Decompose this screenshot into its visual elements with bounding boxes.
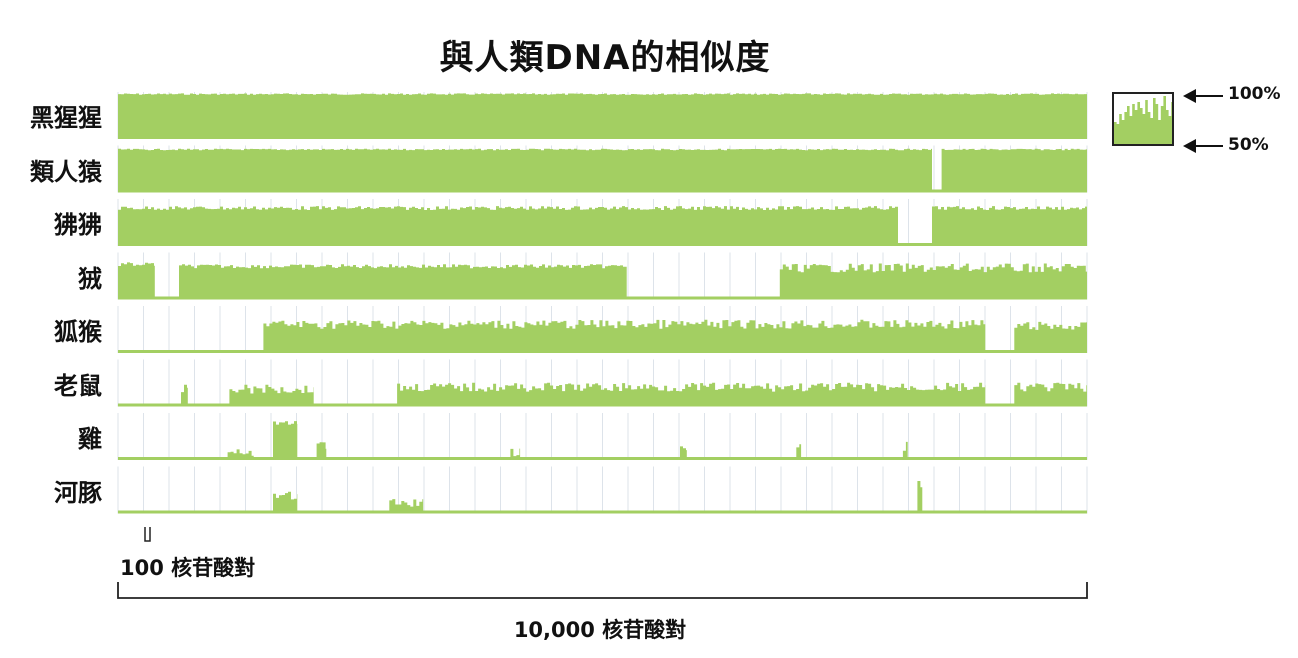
chart-title: 與人類DNA的相似度 [439, 38, 771, 78]
similarity-segment [118, 148, 932, 193]
similarity-segment [118, 262, 155, 300]
similarity-segment [680, 446, 687, 460]
track-baseline [118, 457, 1087, 460]
small-scale-label: 100 核苷酸對 [120, 556, 256, 580]
species-label: 狒狒 [54, 211, 102, 239]
similarity-segment [779, 263, 1087, 300]
track-baseline [118, 510, 1087, 514]
arrow-50-icon [1183, 139, 1223, 153]
legend-sample-graphic [1114, 96, 1172, 144]
similarity-segment [118, 206, 898, 246]
similarity-segment [273, 421, 298, 460]
similarity-segment [510, 448, 521, 460]
similarity-segment [263, 319, 986, 353]
similarity-segment [1014, 382, 1087, 407]
similarity-segment [902, 441, 908, 460]
similarity-segment [917, 481, 923, 514]
similarity-segment [224, 449, 254, 460]
similarity-segment [932, 206, 1087, 246]
arrow-100-icon [1183, 89, 1223, 103]
similarity-segment [181, 384, 188, 407]
similarity-segment [273, 491, 298, 514]
similarity-segment [118, 93, 1087, 139]
species-label: 狨 [78, 264, 102, 293]
big-scale-label: 10,000 核苷酸對 [513, 618, 687, 642]
legend-bottom-label: 50% [1228, 135, 1269, 155]
similarity-segment [229, 384, 314, 407]
similarity-segment [941, 148, 1087, 193]
species-label: 雞 [78, 425, 102, 453]
similarity-segment [1014, 321, 1087, 353]
similarity-segment [397, 382, 986, 407]
legend-box [1112, 92, 1174, 146]
similarity-segment [316, 442, 327, 460]
species-label: 老鼠 [54, 371, 102, 400]
legend-sample-area [1114, 96, 1172, 144]
species-label: 河豚 [54, 478, 102, 507]
similarity-segment [796, 444, 802, 460]
similarity-segment [179, 264, 627, 300]
species-label: 狐猴 [54, 318, 102, 346]
species-label: 類人猿 [30, 157, 102, 186]
legend-top-label: 100% [1228, 84, 1281, 104]
similarity-segment [389, 499, 424, 514]
species-label: 黑猩猩 [30, 104, 102, 132]
